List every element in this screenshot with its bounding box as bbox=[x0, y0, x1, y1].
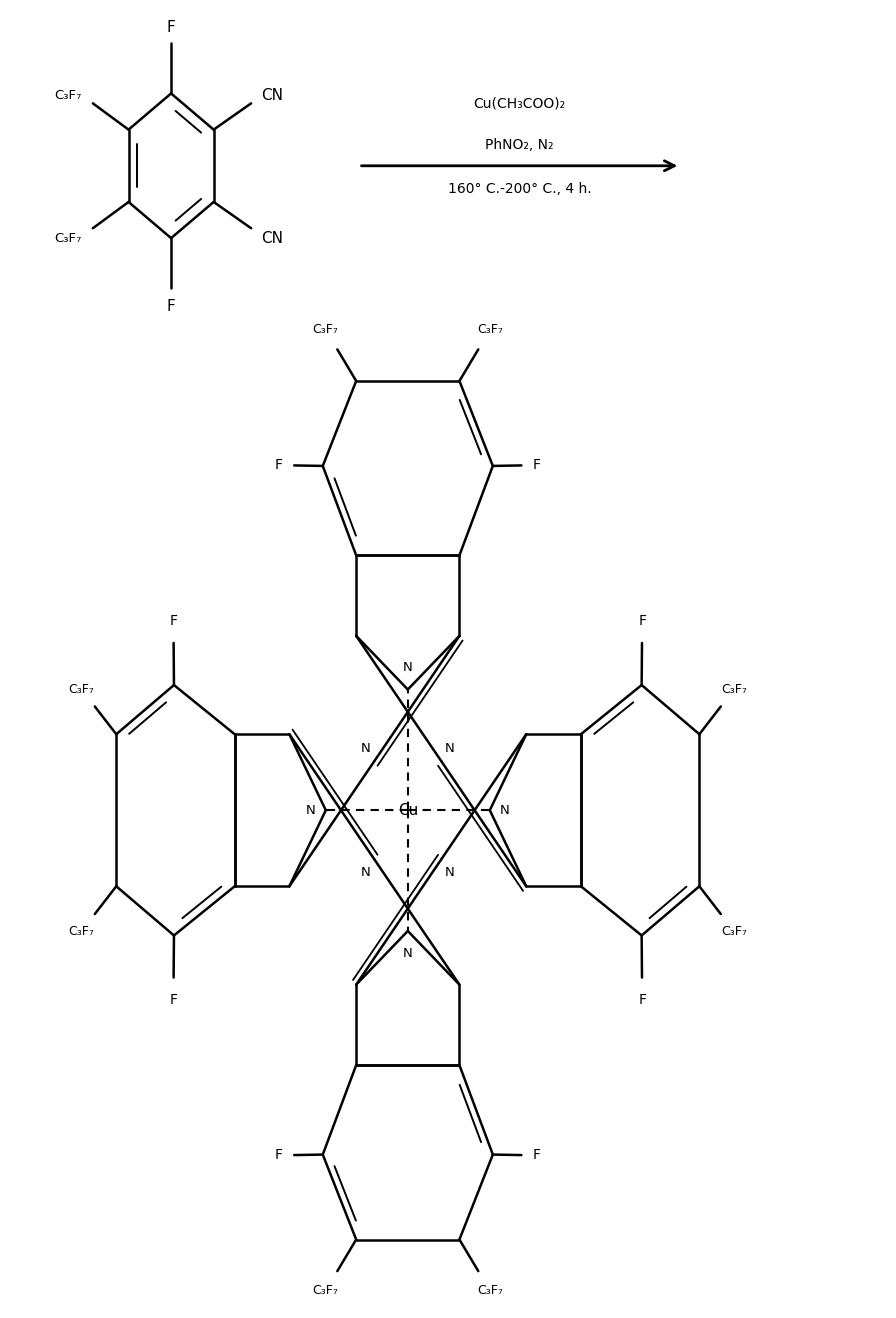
Text: C₃F₇: C₃F₇ bbox=[478, 323, 503, 336]
Text: PhNO₂, N₂: PhNO₂, N₂ bbox=[486, 138, 554, 152]
Text: F: F bbox=[275, 1148, 283, 1162]
Text: 160° C.-200° C., 4 h.: 160° C.-200° C., 4 h. bbox=[448, 182, 591, 196]
Text: F: F bbox=[638, 614, 646, 627]
Text: F: F bbox=[532, 1148, 540, 1162]
Text: C₃F₇: C₃F₇ bbox=[68, 683, 94, 696]
Text: F: F bbox=[638, 992, 646, 1007]
Text: C₃F₇: C₃F₇ bbox=[478, 1285, 503, 1297]
Text: F: F bbox=[169, 992, 177, 1007]
Text: CN: CN bbox=[261, 231, 283, 246]
Text: C₃F₇: C₃F₇ bbox=[721, 925, 747, 938]
Text: N: N bbox=[445, 866, 455, 879]
Text: C₃F₇: C₃F₇ bbox=[68, 925, 94, 938]
Text: N: N bbox=[403, 946, 413, 960]
Text: F: F bbox=[167, 20, 176, 36]
Text: N: N bbox=[403, 660, 413, 673]
Text: N: N bbox=[361, 866, 370, 879]
Text: C₃F₇: C₃F₇ bbox=[313, 323, 339, 336]
Text: C₃F₇: C₃F₇ bbox=[54, 88, 82, 101]
Text: F: F bbox=[167, 299, 176, 314]
Text: N: N bbox=[361, 742, 370, 754]
Text: C₃F₇: C₃F₇ bbox=[54, 232, 82, 245]
Text: CN: CN bbox=[261, 88, 283, 103]
Text: F: F bbox=[169, 614, 177, 627]
Text: Cu(CH₃COO)₂: Cu(CH₃COO)₂ bbox=[473, 98, 565, 111]
Text: N: N bbox=[306, 804, 315, 817]
Text: N: N bbox=[445, 742, 455, 754]
Text: N: N bbox=[500, 804, 510, 817]
Text: C₃F₇: C₃F₇ bbox=[721, 683, 747, 696]
Text: Cu: Cu bbox=[398, 803, 418, 817]
Text: C₃F₇: C₃F₇ bbox=[313, 1285, 339, 1297]
Text: F: F bbox=[532, 459, 540, 472]
Text: F: F bbox=[275, 459, 283, 472]
